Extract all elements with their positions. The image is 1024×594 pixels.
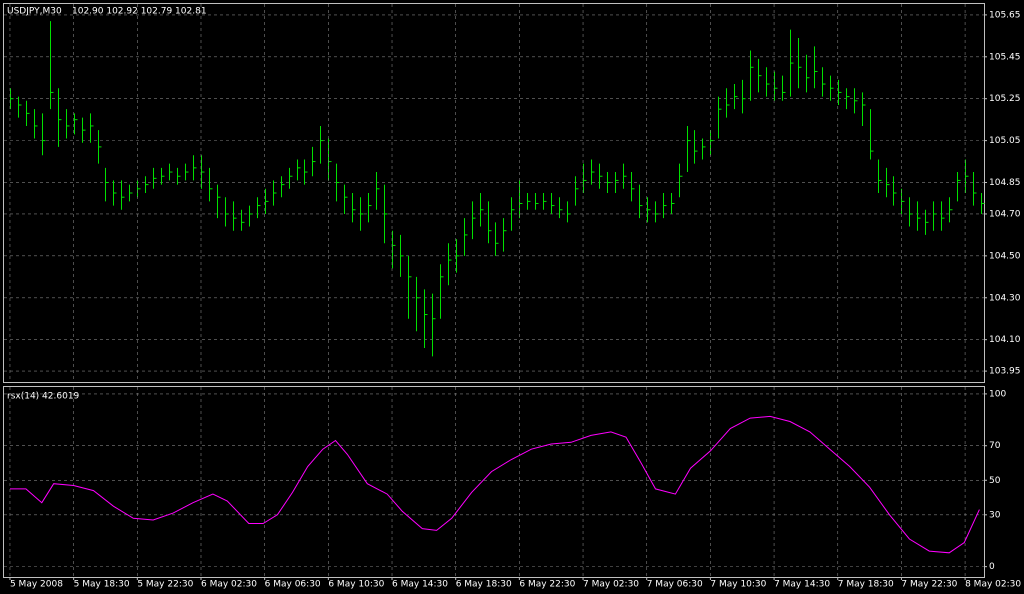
y-tick-label: 50 bbox=[989, 476, 1001, 486]
x-tick-label: 5 May 2008 bbox=[10, 580, 63, 590]
price-pane bbox=[3, 3, 985, 383]
y-tick-label: 104.50 bbox=[989, 251, 1021, 261]
y-tick-label: 103.95 bbox=[989, 367, 1021, 377]
rsx-pane bbox=[3, 386, 985, 578]
x-tick-label: 7 May 18:30 bbox=[838, 580, 894, 590]
x-tick-label: 5 May 22:30 bbox=[137, 580, 193, 590]
y-tick-label: 105.65 bbox=[989, 10, 1021, 20]
indicator-label: rsx(14) 42.6019 bbox=[7, 392, 80, 402]
x-tick-label: 8 May 02:30 bbox=[965, 580, 1021, 590]
x-tick-label: 7 May 22:30 bbox=[901, 580, 957, 590]
y-tick-label: 70 bbox=[989, 441, 1001, 451]
x-tick-label: 6 May 22:30 bbox=[519, 580, 575, 590]
x-tick-label: 6 May 10:30 bbox=[328, 580, 384, 590]
y-tick-label: 104.30 bbox=[989, 293, 1021, 303]
x-tick-label: 7 May 02:30 bbox=[583, 580, 639, 590]
y-tick-label: 105.05 bbox=[989, 136, 1021, 146]
y-tick-label: 104.10 bbox=[989, 335, 1021, 345]
y-tick-label: 105.25 bbox=[989, 94, 1021, 104]
y-tick-label: 104.85 bbox=[989, 178, 1021, 188]
quote: 102.90 102.92 102.79 102.81 bbox=[72, 7, 207, 17]
symbol: USDJPY,M30 bbox=[7, 7, 62, 17]
y-tick-label: 0 bbox=[989, 562, 995, 572]
y-tick-label: 105.45 bbox=[989, 52, 1021, 62]
y-tick-label: 30 bbox=[989, 510, 1001, 520]
x-tick-label: 7 May 14:30 bbox=[774, 580, 830, 590]
x-tick-label: 6 May 18:30 bbox=[456, 580, 512, 590]
y-tick-label: 104.70 bbox=[989, 209, 1021, 219]
x-tick-label: 6 May 14:30 bbox=[392, 580, 448, 590]
y-tick-label: 100 bbox=[989, 389, 1006, 399]
x-tick-label: 6 May 06:30 bbox=[265, 580, 321, 590]
rsx-line bbox=[10, 415, 980, 554]
x-tick-label: 7 May 06:30 bbox=[647, 580, 703, 590]
x-tick-label: 6 May 02:30 bbox=[201, 580, 257, 590]
x-tick-label: 5 May 18:30 bbox=[74, 580, 130, 590]
x-tick-label: 7 May 10:30 bbox=[710, 580, 766, 590]
